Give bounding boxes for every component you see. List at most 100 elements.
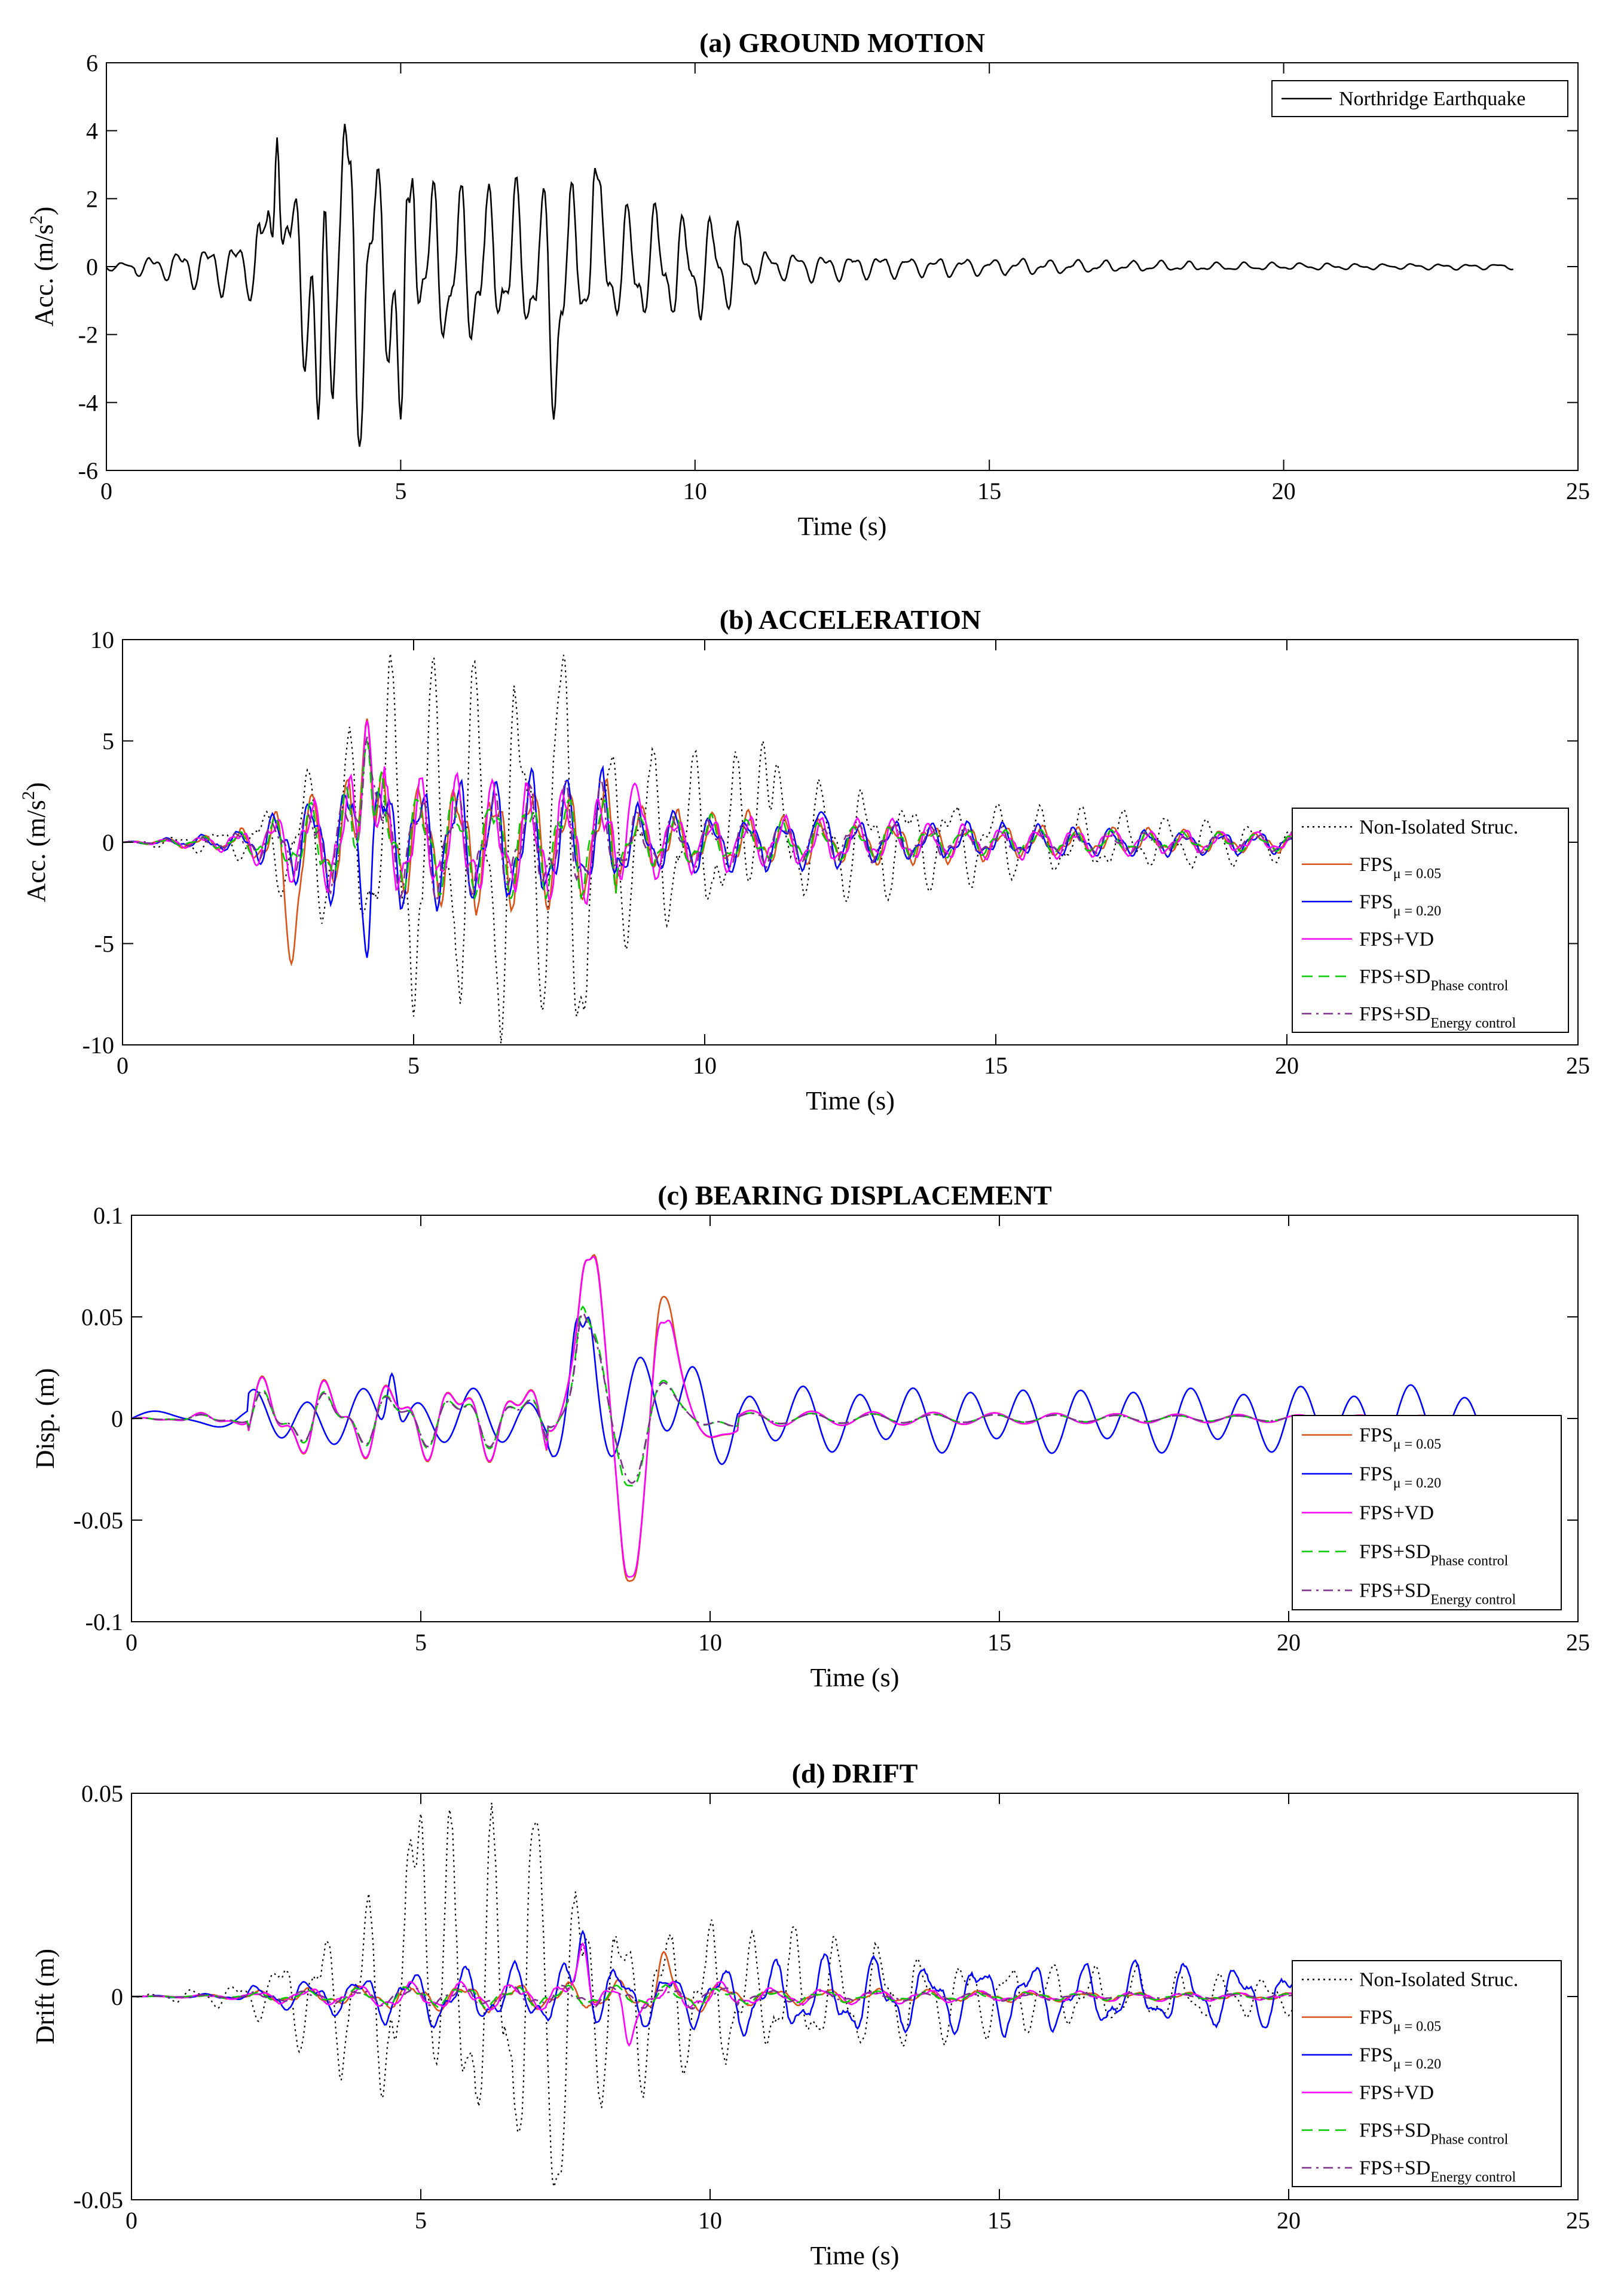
y-tick-label: 6 bbox=[86, 50, 98, 77]
x-tick-label: 15 bbox=[987, 1629, 1011, 1656]
legend-entry-subscript: μ = 0.05 bbox=[1393, 1437, 1441, 1453]
legend-entry: FPSμ = 0.05 bbox=[1359, 1424, 1441, 1453]
y-tick-label: -6 bbox=[78, 457, 98, 484]
y-tick-label: -0.05 bbox=[74, 2187, 123, 2214]
y-axis-label-main: Acc. (m/s bbox=[22, 800, 51, 902]
legend-entry-name: FPS+VD bbox=[1359, 928, 1434, 950]
x-tick-label: 25 bbox=[1566, 478, 1590, 505]
y-axis-label: Acc. (m/s2) bbox=[26, 207, 59, 327]
y-tick-label: 0 bbox=[111, 1983, 123, 2010]
y-tick-label: 4 bbox=[86, 118, 98, 145]
y-axis-label-sup: 2 bbox=[26, 215, 46, 224]
legend-entry: FPS+SDEnergy control bbox=[1359, 2157, 1516, 2185]
legend-entry-subscript: μ = 0.05 bbox=[1393, 2019, 1441, 2035]
y-tick-label: 0.05 bbox=[81, 1780, 123, 1807]
legend-box bbox=[1292, 1960, 1562, 2187]
series-line-2 bbox=[131, 1316, 1492, 1466]
legend-entry: FPSμ = 0.20 bbox=[1359, 2044, 1441, 2072]
x-tick-label: 0 bbox=[126, 1629, 137, 1656]
x-tick-label: 15 bbox=[987, 2207, 1011, 2234]
x-tick-label: 5 bbox=[415, 2207, 427, 2234]
y-tick-label: -5 bbox=[94, 931, 114, 958]
legend-entry-name: FPS+SD bbox=[1359, 1003, 1430, 1025]
legend-entry-name: FPS+SD bbox=[1359, 1541, 1430, 1563]
chart-title: (b) ACCELERATION bbox=[720, 604, 981, 635]
y-axis-label-main: Drift (m) bbox=[30, 1949, 60, 2044]
legend-entry-subscript: Energy control bbox=[1430, 1016, 1516, 1031]
y-tick-label: -2 bbox=[78, 322, 98, 348]
legend-entry-name: FPS bbox=[1359, 854, 1393, 876]
y-tick-label: 0 bbox=[102, 829, 114, 856]
legend-entry-subscript: μ = 0.05 bbox=[1393, 866, 1441, 882]
y-tick-label: 0 bbox=[86, 253, 98, 280]
x-tick-label: 5 bbox=[415, 1629, 427, 1656]
legend-entry: Northridge Earthquake bbox=[1339, 88, 1526, 110]
legend-entry-subscript: Phase control bbox=[1430, 1554, 1508, 1569]
y-tick-label: 0 bbox=[111, 1405, 123, 1432]
legend-entry: FPS+SDPhase control bbox=[1359, 2120, 1509, 2148]
legend-entry-name: FPS+VD bbox=[1359, 2082, 1434, 2104]
legend: Northridge Earthquake bbox=[1271, 80, 1568, 117]
chart-b: (b) ACCELERATION 0 5 10 15 20 25 -10 -5 0 5 10 Time … bbox=[19, 604, 1590, 1115]
legend-entry: FPS+SDPhase control bbox=[1359, 1541, 1509, 1569]
legend-entry: Non-Isolated Struc. bbox=[1359, 816, 1518, 838]
legend-entry: FPSμ = 0.20 bbox=[1359, 1463, 1441, 1491]
y-axis-label-main: Acc. (m/s bbox=[29, 224, 59, 326]
x-tick-label: 20 bbox=[1277, 2207, 1301, 2234]
legend-entry-subscript: Energy control bbox=[1430, 2170, 1516, 2185]
legend-entry-name: FPS+VD bbox=[1359, 1502, 1434, 1524]
legend-entry: FPSμ = 0.05 bbox=[1359, 2007, 1441, 2035]
y-tick-label: 10 bbox=[90, 626, 114, 653]
x-tick-label: 0 bbox=[117, 1052, 129, 1079]
y-axis-label-tail: ) bbox=[29, 207, 59, 216]
legend-entry-name: FPS+SD bbox=[1359, 965, 1430, 988]
y-axis-label: Disp. (m) bbox=[30, 1368, 60, 1469]
x-axis-label: Time (s) bbox=[811, 2241, 900, 2270]
legend-entry: FPS+SDEnergy control bbox=[1359, 1003, 1516, 1031]
x-tick-label: 0 bbox=[100, 478, 112, 505]
series-line-3 bbox=[131, 1256, 1492, 1578]
legend-entry-name: FPS bbox=[1359, 1463, 1393, 1485]
x-axis-label: Time (s) bbox=[798, 512, 887, 541]
x-tick-label: 10 bbox=[693, 1052, 717, 1079]
x-tick-label: 20 bbox=[1272, 478, 1296, 505]
y-tick-label: -10 bbox=[82, 1032, 114, 1059]
legend-entry-name: FPS bbox=[1359, 2007, 1393, 2029]
y-axis-label: Acc. (m/s2) bbox=[19, 782, 51, 903]
y-tick-label: 0.1 bbox=[93, 1202, 123, 1229]
x-tick-label: 25 bbox=[1566, 2207, 1590, 2234]
chart-title: (a) GROUND MOTION bbox=[699, 27, 985, 58]
y-axis-label-sup: 2 bbox=[19, 791, 38, 800]
legend-entry-name: FPS bbox=[1359, 1424, 1393, 1447]
y-tick-label: 0.05 bbox=[81, 1304, 123, 1331]
x-tick-label: 10 bbox=[683, 478, 707, 505]
legend-entry-name: FPS+SD bbox=[1359, 1580, 1430, 1602]
x-tick-label: 15 bbox=[977, 478, 1001, 505]
legend-entry-name: FPS bbox=[1359, 891, 1393, 913]
legend-entry-name: FPS bbox=[1359, 2044, 1393, 2066]
series-line-5 bbox=[131, 1311, 1491, 1484]
chart-title: (c) BEARING DISPLACEMENT bbox=[657, 1180, 1051, 1210]
legend-entry-name: Non-Isolated Struc. bbox=[1359, 816, 1518, 838]
legend-entry-subscript: Energy control bbox=[1430, 1592, 1516, 1608]
legend-box bbox=[1292, 808, 1569, 1033]
y-tick-label: -0.1 bbox=[85, 1609, 123, 1635]
y-axis-label-tail: ) bbox=[22, 782, 51, 791]
legend-entry-subscript: Phase control bbox=[1430, 978, 1508, 993]
legend-entry-name: FPS+SD bbox=[1359, 2157, 1430, 2179]
x-tick-label: 25 bbox=[1566, 1052, 1590, 1079]
legend-entry-subscript: μ = 0.20 bbox=[1393, 1476, 1441, 1491]
legend-entry: Non-Isolated Struc. bbox=[1359, 1969, 1518, 1991]
series-line-4 bbox=[131, 1305, 1492, 1487]
legend-entry-subscript: μ = 0.20 bbox=[1393, 2057, 1441, 2072]
y-tick-label: 5 bbox=[102, 728, 114, 755]
x-tick-label: 20 bbox=[1275, 1052, 1299, 1079]
legend-entry-name: Non-Isolated Struc. bbox=[1359, 1969, 1518, 1991]
x-tick-label: 5 bbox=[394, 478, 406, 505]
x-tick-label: 10 bbox=[698, 1629, 722, 1656]
legend-entry-name: FPS+SD bbox=[1359, 2120, 1430, 2142]
legend-entry: FPS+VD bbox=[1359, 1502, 1434, 1524]
